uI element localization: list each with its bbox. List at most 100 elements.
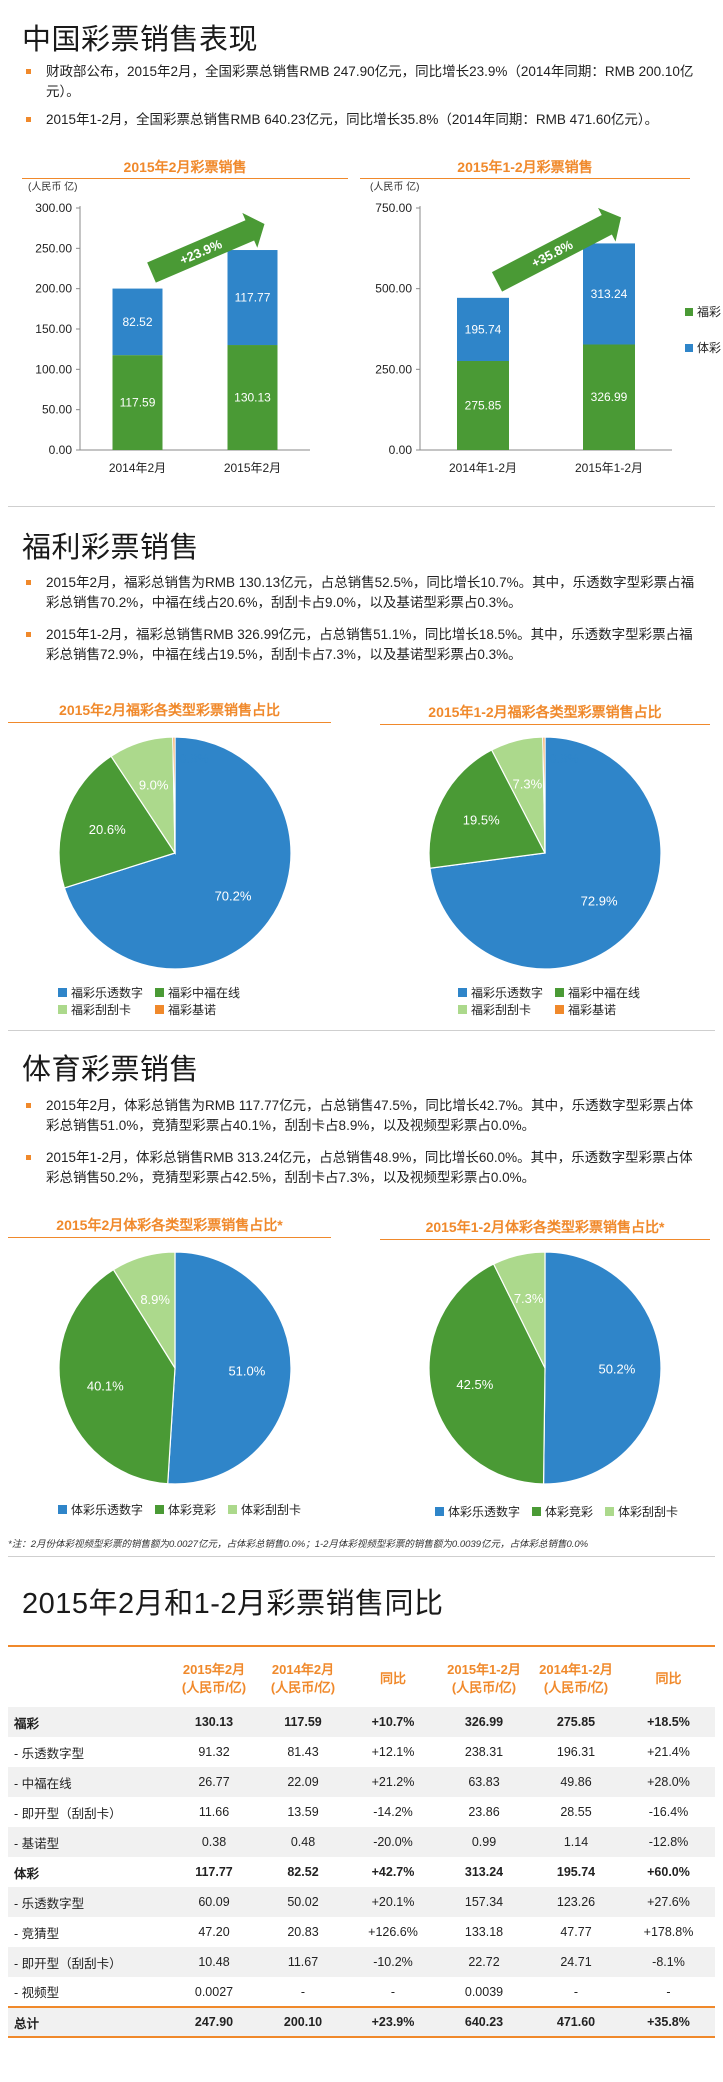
divider [380, 724, 710, 725]
pie-title-welfare-janfeb: 2015年1-2月福彩各类型彩票销售占比 [428, 704, 662, 720]
table-cell: 133.18 [464, 1925, 504, 1939]
table-cell: 275.85 [530, 1707, 622, 1737]
section-title-sports: 体育彩票销售 [22, 1054, 200, 1086]
table-cell: - [666, 1984, 671, 1999]
table-header-row: 2015年2月 (人民币/亿) 2014年2月 (人民币/亿) 同比 2015年1-2月(… [8, 1650, 715, 1707]
table-cell: 13.59 [287, 1805, 319, 1819]
legend-item: 福彩中福在线 [155, 984, 240, 1001]
bar-segment [227, 250, 278, 346]
pie-chart-sports-feb: 51.0% 40.1% 8.9% [58, 1251, 292, 1485]
table-cell: -14.2% [373, 1805, 413, 1819]
bullet-item: 财政部公布，2015年2月，全国彩票总销售RMB 247.90亿元，同比增长23… [22, 62, 702, 102]
legend-item: 体彩竞彩 [155, 1501, 216, 1518]
table-cell: +42.7% [371, 1865, 415, 1879]
pie-slice [112, 1251, 176, 1371]
row-label: - 即开型（刮刮卡） [8, 1947, 170, 1977]
sales-bullets: 财政部公布，2015年2月，全国彩票总销售RMB 247.90亿元，同比增长23… [22, 62, 702, 138]
slice-label: 42.5% [456, 1377, 493, 1392]
legend-welfare-feb: 福彩乐透数字 福彩中福在线 福彩刮刮卡 福彩基诺 [58, 984, 328, 1018]
unit-label: (人民币 亿) [370, 180, 419, 193]
y-tick-label: 50.00 [42, 403, 72, 417]
divider [380, 1239, 710, 1240]
table-cell: 60.09 [170, 1887, 258, 1917]
bar-segment [457, 297, 509, 361]
legend-item: 体彩乐透数字 [58, 1501, 143, 1518]
table-cell: +35.8% [622, 2006, 715, 2038]
table-cell: 313.24 [464, 1865, 504, 1879]
table-cell: 11.67 [258, 1947, 348, 1977]
legend-welfare-janfeb: 福彩乐透数字 福彩中福在线 福彩刮刮卡 福彩基诺 [458, 984, 708, 1018]
row-label: - 竞猜型 [14, 1926, 60, 1941]
y-tick-label: 0.00 [389, 443, 413, 457]
table-cell: 157.34 [438, 1887, 530, 1917]
data-label: 130.13 [234, 391, 271, 405]
comparison-table: 2015年2月 (人民币/亿) 2014年2月 (人民币/亿) 同比 2015年1-2月(… [8, 1650, 715, 2038]
table-cell: +10.7% [348, 1707, 438, 1737]
row-label: - 乐透数字型 [14, 1746, 85, 1761]
row-label: - 视频型 [14, 1986, 60, 2000]
pie-slice [542, 736, 546, 854]
table-cell: 238.31 [464, 1745, 504, 1759]
table-cell: 49.86 [530, 1767, 622, 1797]
data-label: 82.52 [122, 315, 152, 329]
footnote: *注：2月份体彩视频型彩票的销售额为0.0027亿元，占体彩总销售0.0%；1-… [8, 1539, 589, 1550]
table-row: - 中福在线 26.77 22.09 +21.2% 63.83 49.86 +28.0% [8, 1767, 715, 1797]
growth-arrow-shape [147, 212, 265, 283]
pie-slice [492, 1251, 546, 1369]
legend-item: 福彩基诺 [555, 1001, 616, 1018]
swatch [435, 1507, 444, 1516]
bullet-icon [26, 1103, 31, 1108]
swatch [58, 1005, 67, 1014]
legend-label: 体彩 [697, 341, 721, 355]
legend-label: 福彩 [697, 304, 721, 319]
table-row: - 乐透数字型 91.32 81.43 +12.1% 238.31 196.31 +21.4… [8, 1737, 715, 1767]
section-title-comparison: 2015年2月和1-2月彩票销售同比 [22, 1588, 444, 1620]
swatch [58, 1505, 67, 1514]
table-cell: -10.2% [348, 1947, 438, 1977]
bullet-icon [26, 69, 31, 74]
row-label: 总计 [8, 2006, 170, 2038]
section-title-welfare: 福利彩票销售 [22, 532, 200, 564]
pie-title-welfare-feb: 2015年2月福彩各类型彩票销售占比 [59, 702, 280, 718]
bar-segment [227, 345, 278, 450]
divider [8, 1645, 715, 1647]
table-cell: 117.77 [195, 1865, 233, 1879]
table-cell: 0.0027 [194, 1984, 234, 1999]
legend-item: 福彩刮刮卡 [58, 1001, 131, 1018]
divider [8, 1237, 331, 1238]
bullet-item: 2015年1-2月，福彩总销售RMB 326.99亿元，占总销售51.1%，同比… [22, 625, 702, 665]
data-label: 117.59 [120, 396, 156, 410]
pie-slice [428, 749, 546, 869]
slice-label: 20.6% [89, 822, 126, 837]
table-cell: 196.31 [556, 1745, 596, 1759]
table-cell: - [300, 1984, 306, 1999]
bar-segment [457, 360, 509, 450]
legend-sports-janfeb: 体彩乐透数字 体彩竞彩 体彩刮刮卡 [435, 1503, 723, 1520]
pie-chart-sports-janfeb: 50.2% 42.5% 7.3% [428, 1251, 662, 1485]
table-cell: +20.1% [348, 1887, 438, 1917]
table-cell: 1.14 [530, 1827, 622, 1857]
swatch [458, 1005, 467, 1014]
column-header [8, 1650, 170, 1707]
pie-slice [172, 736, 176, 854]
divider [22, 178, 348, 179]
row-label: - 即开型（刮刮卡） [14, 1806, 122, 1821]
table-cell: +12.1% [371, 1745, 415, 1759]
legend-item: 体彩竞彩 [532, 1503, 593, 1520]
table-cell: 23.86 [468, 1805, 500, 1819]
table-row: - 竞猜型 47.20 20.83 +126.6% 133.18 47.77 +178.8% [8, 1917, 715, 1947]
swatch [605, 1507, 615, 1516]
table-cell: 247.90 [170, 2006, 258, 2038]
legend-item: 体彩刮刮卡 [228, 1501, 301, 1518]
table-cell: 47.20 [198, 1925, 230, 1939]
divider [360, 178, 690, 179]
swatch [555, 988, 565, 997]
y-tick-label: 100.00 [35, 362, 72, 376]
bar-chart-janfeb: (人民币 亿) 0.00 250.00 500.00 750.00 275.85 195.7… [370, 180, 721, 475]
slice-label: 72.9% [581, 893, 618, 908]
slice-label: 40.1% [87, 1379, 124, 1394]
y-tick-label: 200.00 [35, 282, 72, 296]
swatch [155, 1005, 165, 1014]
bullet-item: 2015年1-2月，体彩总销售RMB 313.24亿元，占总销售48.9%，同比… [22, 1148, 702, 1188]
legend-item: 体彩乐透数字 [435, 1503, 520, 1520]
